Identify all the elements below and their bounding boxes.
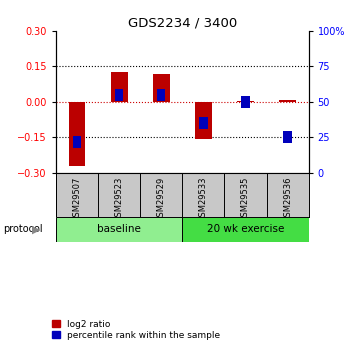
Text: baseline: baseline	[97, 224, 141, 234]
Text: 20 wk exercise: 20 wk exercise	[207, 224, 284, 234]
Bar	[73, 136, 81, 148]
Bar	[237, 101, 254, 102]
Bar	[111, 72, 127, 102]
Bar	[283, 131, 292, 143]
Bar	[241, 96, 250, 108]
Bar	[56, 217, 182, 241]
Text: GSM29535: GSM29535	[241, 176, 250, 222]
Bar	[182, 217, 309, 241]
Title: GDS2234 / 3400: GDS2234 / 3400	[128, 17, 237, 30]
Bar	[157, 89, 165, 101]
Bar	[153, 73, 170, 102]
Bar	[279, 100, 296, 102]
Text: GSM29507: GSM29507	[73, 176, 82, 222]
Bar	[195, 102, 212, 139]
Text: ▶: ▶	[32, 224, 40, 234]
Bar	[199, 117, 208, 129]
Bar	[115, 89, 123, 101]
Text: protocol: protocol	[4, 224, 43, 234]
Bar	[69, 102, 86, 166]
Text: GSM29523: GSM29523	[115, 176, 123, 222]
Legend: log2 ratio, percentile rank within the sample: log2 ratio, percentile rank within the s…	[52, 319, 221, 341]
Text: GSM29533: GSM29533	[199, 176, 208, 222]
Text: GSM29536: GSM29536	[283, 176, 292, 222]
Text: GSM29529: GSM29529	[157, 176, 166, 221]
